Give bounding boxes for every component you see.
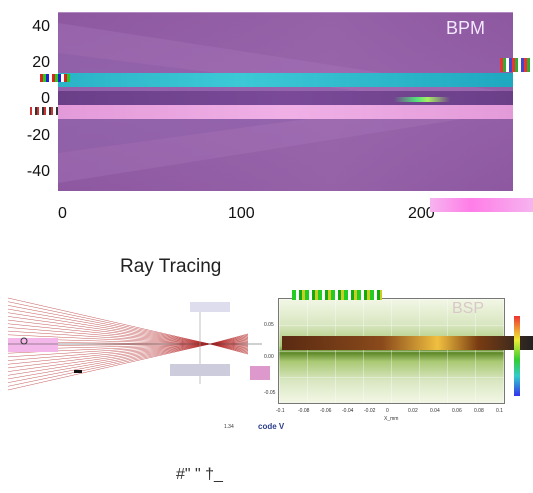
ray-line — [7, 327, 211, 345]
bsp-background — [279, 299, 504, 403]
bsp-panel: BSP 0.05 0.00 -0.05 -0.1 -0.08 -0.06 -0.04 -… — [262, 290, 533, 422]
bpm-focus-spot — [394, 97, 450, 102]
bsp-y-tick: 0.00 — [264, 354, 274, 360]
ray-line — [7, 343, 211, 358]
ray-line — [7, 301, 211, 345]
bsp-x-tick: -0.08 — [298, 408, 310, 414]
ray-line — [7, 343, 211, 361]
ray-artifact — [74, 370, 82, 373]
bsp-y-tick: 0.05 — [264, 322, 274, 328]
code-caption: code V — [258, 422, 285, 431]
bpm-pink-band — [58, 105, 513, 119]
bpm-y-tick: 0 — [41, 90, 50, 107]
ray-line — [7, 297, 211, 345]
bpm-y-tick: -20 — [26, 127, 50, 144]
ray-line — [7, 330, 211, 345]
ray-tracing-diagram — [7, 297, 270, 391]
ray-line — [7, 308, 211, 345]
ray-line — [7, 343, 211, 369]
bpm-label: BPM — [446, 18, 486, 38]
bsp-x-tick: 0.06 — [452, 408, 462, 414]
bpm-artifact — [500, 58, 533, 72]
ray-line — [7, 334, 211, 345]
bsp-x-tick: -0.1 — [276, 408, 285, 414]
ray-artifact — [250, 366, 270, 380]
bsp-label: BSP — [452, 300, 485, 317]
footer-text: #" " †_ — [176, 466, 223, 483]
bsp-x-label: X_mm — [384, 416, 399, 422]
ray-line — [7, 343, 211, 380]
ray-line — [7, 343, 211, 383]
ray-line — [7, 343, 211, 372]
bsp-beam-band — [282, 336, 533, 350]
bpm-y-tick: -40 — [26, 163, 50, 180]
ray-tracing-label: Ray Tracing — [120, 256, 222, 277]
bpm-artifact — [430, 198, 533, 212]
bpm-x-tick: 200 — [408, 205, 435, 222]
ray-line — [7, 305, 211, 345]
bsp-x-tick: 0.04 — [430, 408, 440, 414]
bpm-cyan-band — [58, 73, 513, 87]
bsp-x-tick: 0.08 — [474, 408, 484, 414]
bpm-y-tick: 40 — [32, 18, 50, 35]
bsp-x-tick: 0.1 — [496, 408, 503, 414]
bsp-x-tick: -0.04 — [342, 408, 354, 414]
ray-line — [7, 323, 211, 345]
ray-line — [7, 319, 211, 345]
ray-artifact — [190, 302, 230, 312]
bpm-artifact — [30, 107, 58, 115]
bpm-panel: BPM 40 20 0 -20 -40 0 100 200 — [0, 0, 533, 230]
bpm-y-tick: 20 — [32, 54, 50, 71]
bsp-grid — [279, 299, 504, 403]
scale-caption: 1.34 — [224, 424, 234, 430]
ray-line — [7, 343, 211, 365]
bpm-x-tick: 0 — [58, 205, 67, 222]
ray-line — [7, 343, 211, 387]
ray-artifact — [170, 364, 230, 376]
bsp-colorbar — [514, 316, 520, 396]
ray-line — [7, 316, 211, 345]
ray-line — [209, 343, 249, 355]
bpm-x-tick: 100 — [228, 205, 255, 222]
bsp-field-plot — [278, 298, 505, 404]
bpm-field-plot — [58, 12, 513, 191]
ray-line — [7, 343, 211, 376]
ray-line — [7, 343, 211, 391]
bsp-x-tick: -0.02 — [364, 408, 376, 414]
bsp-x-tick: 0 — [386, 408, 389, 414]
bsp-artifact — [292, 290, 382, 300]
ray-bundle — [7, 297, 249, 391]
bsp-y-tick: -0.05 — [264, 390, 276, 396]
ray-source-band — [8, 338, 58, 352]
ray-line — [7, 312, 211, 345]
bsp-x-tick: 0.02 — [408, 408, 418, 414]
bpm-artifact — [40, 74, 70, 82]
bsp-x-tick: -0.06 — [320, 408, 332, 414]
